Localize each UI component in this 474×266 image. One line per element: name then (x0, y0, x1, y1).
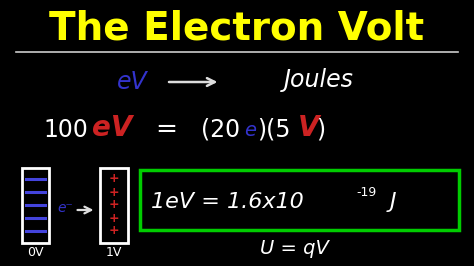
Text: eV: eV (92, 114, 133, 142)
Text: +: + (109, 185, 119, 198)
Text: eV: eV (117, 70, 147, 94)
Text: J: J (390, 192, 396, 212)
Text: +: + (109, 225, 119, 238)
Text: ): ) (317, 118, 326, 142)
Text: The Electron Volt: The Electron Volt (49, 9, 425, 47)
Text: 1V: 1V (106, 246, 122, 259)
Text: U = qV: U = qV (260, 239, 328, 257)
Text: e: e (244, 122, 256, 140)
Text: +: + (109, 172, 119, 185)
Bar (140, 170, 459, 230)
Text: +: + (109, 211, 119, 225)
Text: e⁻: e⁻ (57, 201, 73, 215)
Text: 0V: 0V (27, 246, 44, 259)
Text: V: V (298, 114, 319, 142)
Text: (20: (20 (201, 118, 240, 142)
Text: )(5: )(5 (258, 118, 291, 142)
Text: -19: -19 (356, 185, 376, 198)
Bar (100, 168, 128, 243)
Text: 100: 100 (43, 118, 88, 142)
Text: 1eV = 1.6x10: 1eV = 1.6x10 (151, 192, 304, 212)
Text: +: + (109, 198, 119, 211)
Bar (22, 168, 49, 243)
Text: Joules: Joules (284, 68, 354, 92)
Text: =: = (155, 117, 177, 143)
